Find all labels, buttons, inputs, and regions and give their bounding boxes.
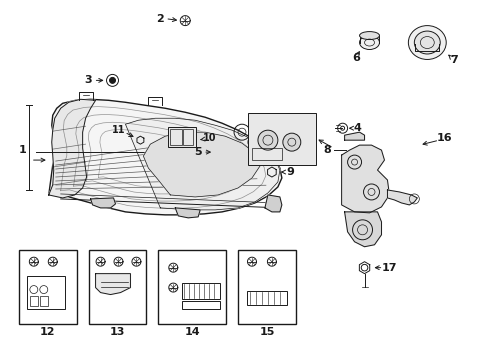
Polygon shape bbox=[144, 132, 260, 197]
Text: 3: 3 bbox=[85, 75, 93, 85]
Circle shape bbox=[283, 133, 301, 151]
Text: 7: 7 bbox=[450, 55, 458, 66]
Text: 8: 8 bbox=[324, 145, 332, 155]
Text: 6: 6 bbox=[353, 54, 361, 63]
Text: 5: 5 bbox=[195, 147, 202, 157]
Text: 15: 15 bbox=[259, 327, 274, 337]
Bar bbox=[19, 250, 76, 324]
Bar bbox=[158, 250, 226, 324]
Bar bbox=[182, 301, 220, 310]
Polygon shape bbox=[91, 198, 116, 208]
Text: 4: 4 bbox=[354, 123, 362, 133]
Text: 11: 11 bbox=[112, 125, 125, 135]
Ellipse shape bbox=[360, 36, 379, 50]
Text: 9: 9 bbox=[286, 167, 294, 177]
Text: 2: 2 bbox=[156, 14, 164, 24]
Circle shape bbox=[258, 130, 278, 150]
Bar bbox=[183, 129, 193, 145]
Text: 17: 17 bbox=[382, 263, 397, 273]
Bar bbox=[238, 250, 296, 324]
Polygon shape bbox=[265, 195, 282, 212]
Polygon shape bbox=[125, 118, 280, 210]
Polygon shape bbox=[49, 99, 96, 198]
Polygon shape bbox=[175, 208, 200, 218]
Ellipse shape bbox=[360, 32, 379, 40]
Polygon shape bbox=[49, 99, 282, 215]
Polygon shape bbox=[388, 190, 417, 205]
Bar bbox=[30, 296, 38, 306]
Text: 16: 16 bbox=[437, 133, 452, 143]
Polygon shape bbox=[96, 274, 130, 294]
Circle shape bbox=[110, 77, 116, 84]
Bar bbox=[40, 296, 48, 306]
Bar bbox=[171, 129, 182, 145]
Text: 10: 10 bbox=[203, 133, 217, 143]
Ellipse shape bbox=[408, 26, 446, 59]
Ellipse shape bbox=[415, 31, 440, 54]
Bar bbox=[27, 276, 65, 310]
Text: 13: 13 bbox=[110, 327, 125, 337]
Bar bbox=[89, 250, 147, 324]
Bar bbox=[248, 113, 316, 165]
Text: 12: 12 bbox=[40, 327, 55, 337]
Text: 1: 1 bbox=[19, 145, 27, 155]
Polygon shape bbox=[342, 145, 390, 213]
Bar bbox=[247, 291, 287, 305]
Polygon shape bbox=[344, 132, 365, 140]
Bar bbox=[252, 148, 282, 160]
Bar bbox=[182, 283, 220, 298]
Bar bbox=[168, 127, 196, 147]
Polygon shape bbox=[344, 212, 382, 247]
Text: 14: 14 bbox=[184, 327, 200, 337]
